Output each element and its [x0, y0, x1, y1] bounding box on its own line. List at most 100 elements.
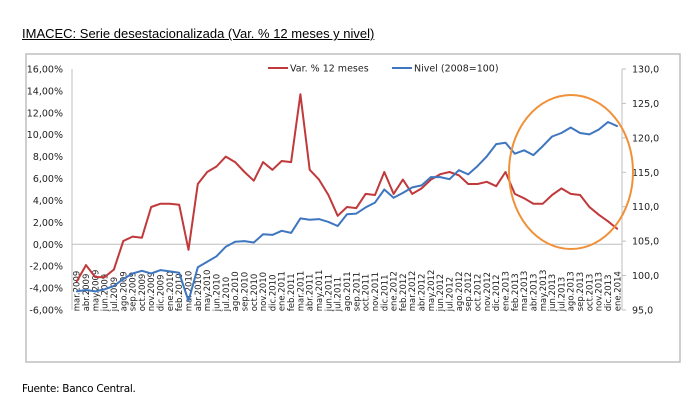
x-tick-label: nov.2012: [483, 272, 493, 311]
x-tick-label: ago.2011: [343, 271, 353, 311]
data-point: [616, 228, 619, 230]
data-point: [402, 178, 404, 181]
data-point: [541, 145, 544, 147]
data-point: [75, 290, 78, 293]
data-point: [327, 194, 330, 196]
x-tick-label: sep.2012: [464, 272, 474, 311]
y-left-tick-label: -6,00%: [29, 306, 63, 317]
data-point: [541, 202, 544, 205]
data-point: [411, 193, 414, 195]
data-point: [178, 204, 181, 206]
data-point: [262, 233, 264, 236]
x-tick-label: sep.2013: [576, 272, 586, 311]
data-point: [374, 201, 376, 204]
data-point: [122, 278, 125, 280]
x-tick-label: dic.2009: [157, 275, 167, 312]
data-point: [523, 197, 525, 200]
data-point: [607, 121, 609, 123]
x-tick-label: oct.2010: [250, 274, 260, 312]
y-left-tick-label: 6,00%: [33, 174, 63, 185]
data-point: [523, 149, 525, 152]
chart-border: [25, 53, 681, 363]
data-point: [271, 168, 274, 171]
data-point: [402, 192, 404, 194]
data-point: [346, 206, 348, 208]
x-tick-label: ago.2012: [455, 271, 465, 311]
x-tick-label: jun.2009: [101, 274, 111, 312]
data-point: [318, 218, 320, 220]
data-point: [579, 132, 581, 134]
data-point: [476, 183, 479, 185]
data-point: [560, 187, 563, 190]
x-tick-label: jul.2010: [222, 277, 232, 312]
x-tick-label: oct.2013: [585, 274, 595, 312]
data-point: [206, 261, 208, 263]
data-point: [308, 168, 311, 171]
data-point: [103, 288, 106, 291]
data-point: [308, 218, 311, 221]
y-right-tick-label: 110,0: [632, 202, 659, 213]
series-line-var-12-meses: [75, 93, 618, 282]
data-point: [383, 188, 386, 191]
data-point: [355, 207, 358, 209]
data-point: [551, 194, 553, 196]
x-tick-label: feb.2010: [175, 273, 185, 311]
x-tick-label: nov.2010: [259, 272, 269, 311]
x-tick-label: mar.2012: [408, 271, 418, 312]
data-point: [579, 194, 581, 196]
data-point: [252, 241, 255, 244]
data-point: [243, 171, 246, 173]
x-tick-label: mar.2010: [185, 271, 195, 312]
x-tick-label: ene.2014: [613, 271, 623, 311]
data-point: [467, 183, 469, 185]
y-right-tick-label: 120,0: [632, 133, 659, 144]
x-tick-label: dic.2013: [604, 275, 614, 312]
data-point: [495, 185, 497, 188]
data-point: [336, 214, 339, 217]
x-tick-label: jul.2013: [557, 277, 567, 312]
x-tick-label: may.2010: [203, 270, 213, 312]
data-point: [597, 128, 600, 131]
data-point: [280, 230, 283, 232]
data-point: [318, 178, 320, 181]
x-tick-label: jun.2010: [212, 274, 222, 312]
data-point: [504, 141, 507, 144]
data-point: [197, 183, 199, 185]
data-point: [178, 272, 181, 274]
data-point: [150, 206, 153, 208]
data-point: [551, 135, 553, 138]
x-tick-label: abr.2009: [82, 274, 92, 312]
x-tick-label: jun.2012: [436, 274, 446, 312]
chart-title: IMACEC: Serie desestacionalizada (Var. %…: [22, 26, 375, 41]
data-point: [141, 236, 143, 239]
x-tick-label: feb.2012: [399, 273, 409, 311]
x-tick-label: oct.2012: [474, 274, 484, 312]
x-tick-label: ago.2010: [231, 271, 241, 311]
x-tick-label: may.2013: [539, 270, 549, 312]
data-point: [532, 154, 535, 156]
x-tick-label: jul.2012: [446, 277, 456, 312]
data-point: [271, 234, 274, 236]
data-point: [169, 270, 171, 273]
data-point: [225, 245, 227, 248]
data-point: [355, 212, 358, 215]
x-tick-label: jun.2011: [324, 274, 334, 312]
data-point: [243, 240, 246, 242]
data-point: [299, 217, 302, 220]
highlight-circle: [508, 94, 634, 250]
data-point: [280, 160, 283, 162]
data-point: [252, 179, 255, 182]
data-point: [448, 171, 451, 173]
y-right-tick-label: 115,0: [632, 168, 659, 179]
x-tick-label: ene.2012: [390, 271, 400, 311]
data-point: [262, 161, 264, 163]
data-point: [588, 133, 591, 136]
x-tick-label: dic.2012: [492, 275, 502, 312]
data-point: [131, 272, 134, 275]
y-left-tick-label: 0,00%: [33, 240, 63, 251]
data-point: [290, 161, 292, 163]
data-point: [597, 213, 600, 216]
data-point: [513, 193, 516, 195]
data-point: [234, 241, 236, 243]
data-point: [234, 161, 236, 163]
